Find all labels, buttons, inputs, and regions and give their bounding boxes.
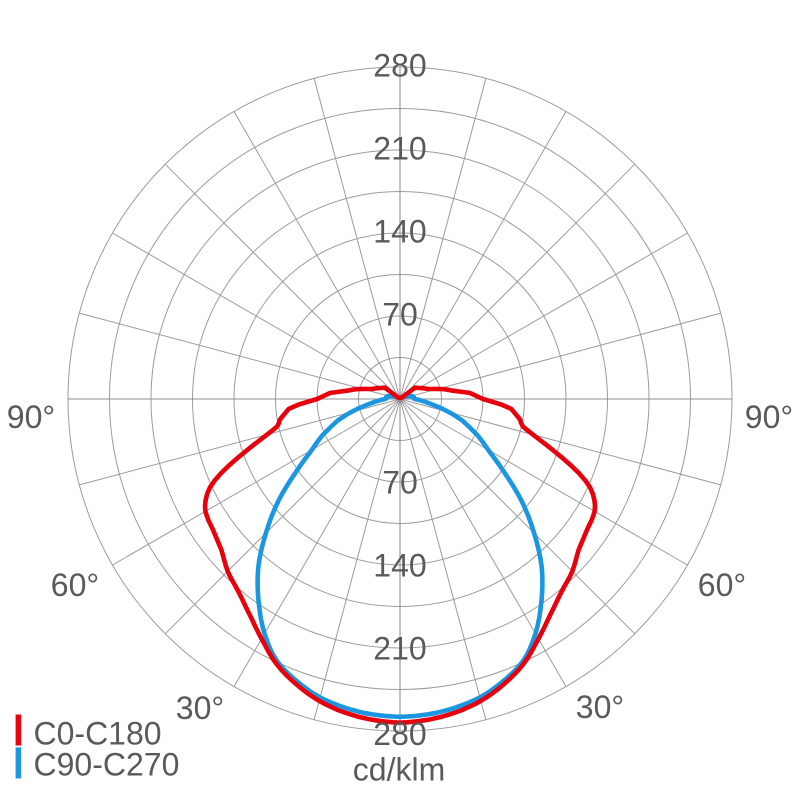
svg-text:90°: 90° <box>745 399 793 435</box>
svg-text:C0-C180: C0-C180 <box>34 716 162 752</box>
svg-text:140: 140 <box>373 214 426 250</box>
svg-text:280: 280 <box>373 48 426 84</box>
svg-text:280: 280 <box>373 716 426 752</box>
svg-text:210: 210 <box>373 631 426 667</box>
svg-text:140: 140 <box>373 548 426 584</box>
svg-text:30°: 30° <box>176 690 224 726</box>
svg-text:cd/klm: cd/klm <box>353 752 445 788</box>
svg-text:90°: 90° <box>7 399 55 435</box>
svg-text:70: 70 <box>382 297 418 333</box>
svg-text:60°: 60° <box>51 567 99 603</box>
svg-text:210: 210 <box>373 131 426 167</box>
svg-text:60°: 60° <box>698 567 746 603</box>
svg-text:C90-C270: C90-C270 <box>34 747 180 783</box>
svg-text:70: 70 <box>382 465 418 501</box>
svg-text:30°: 30° <box>576 689 624 725</box>
